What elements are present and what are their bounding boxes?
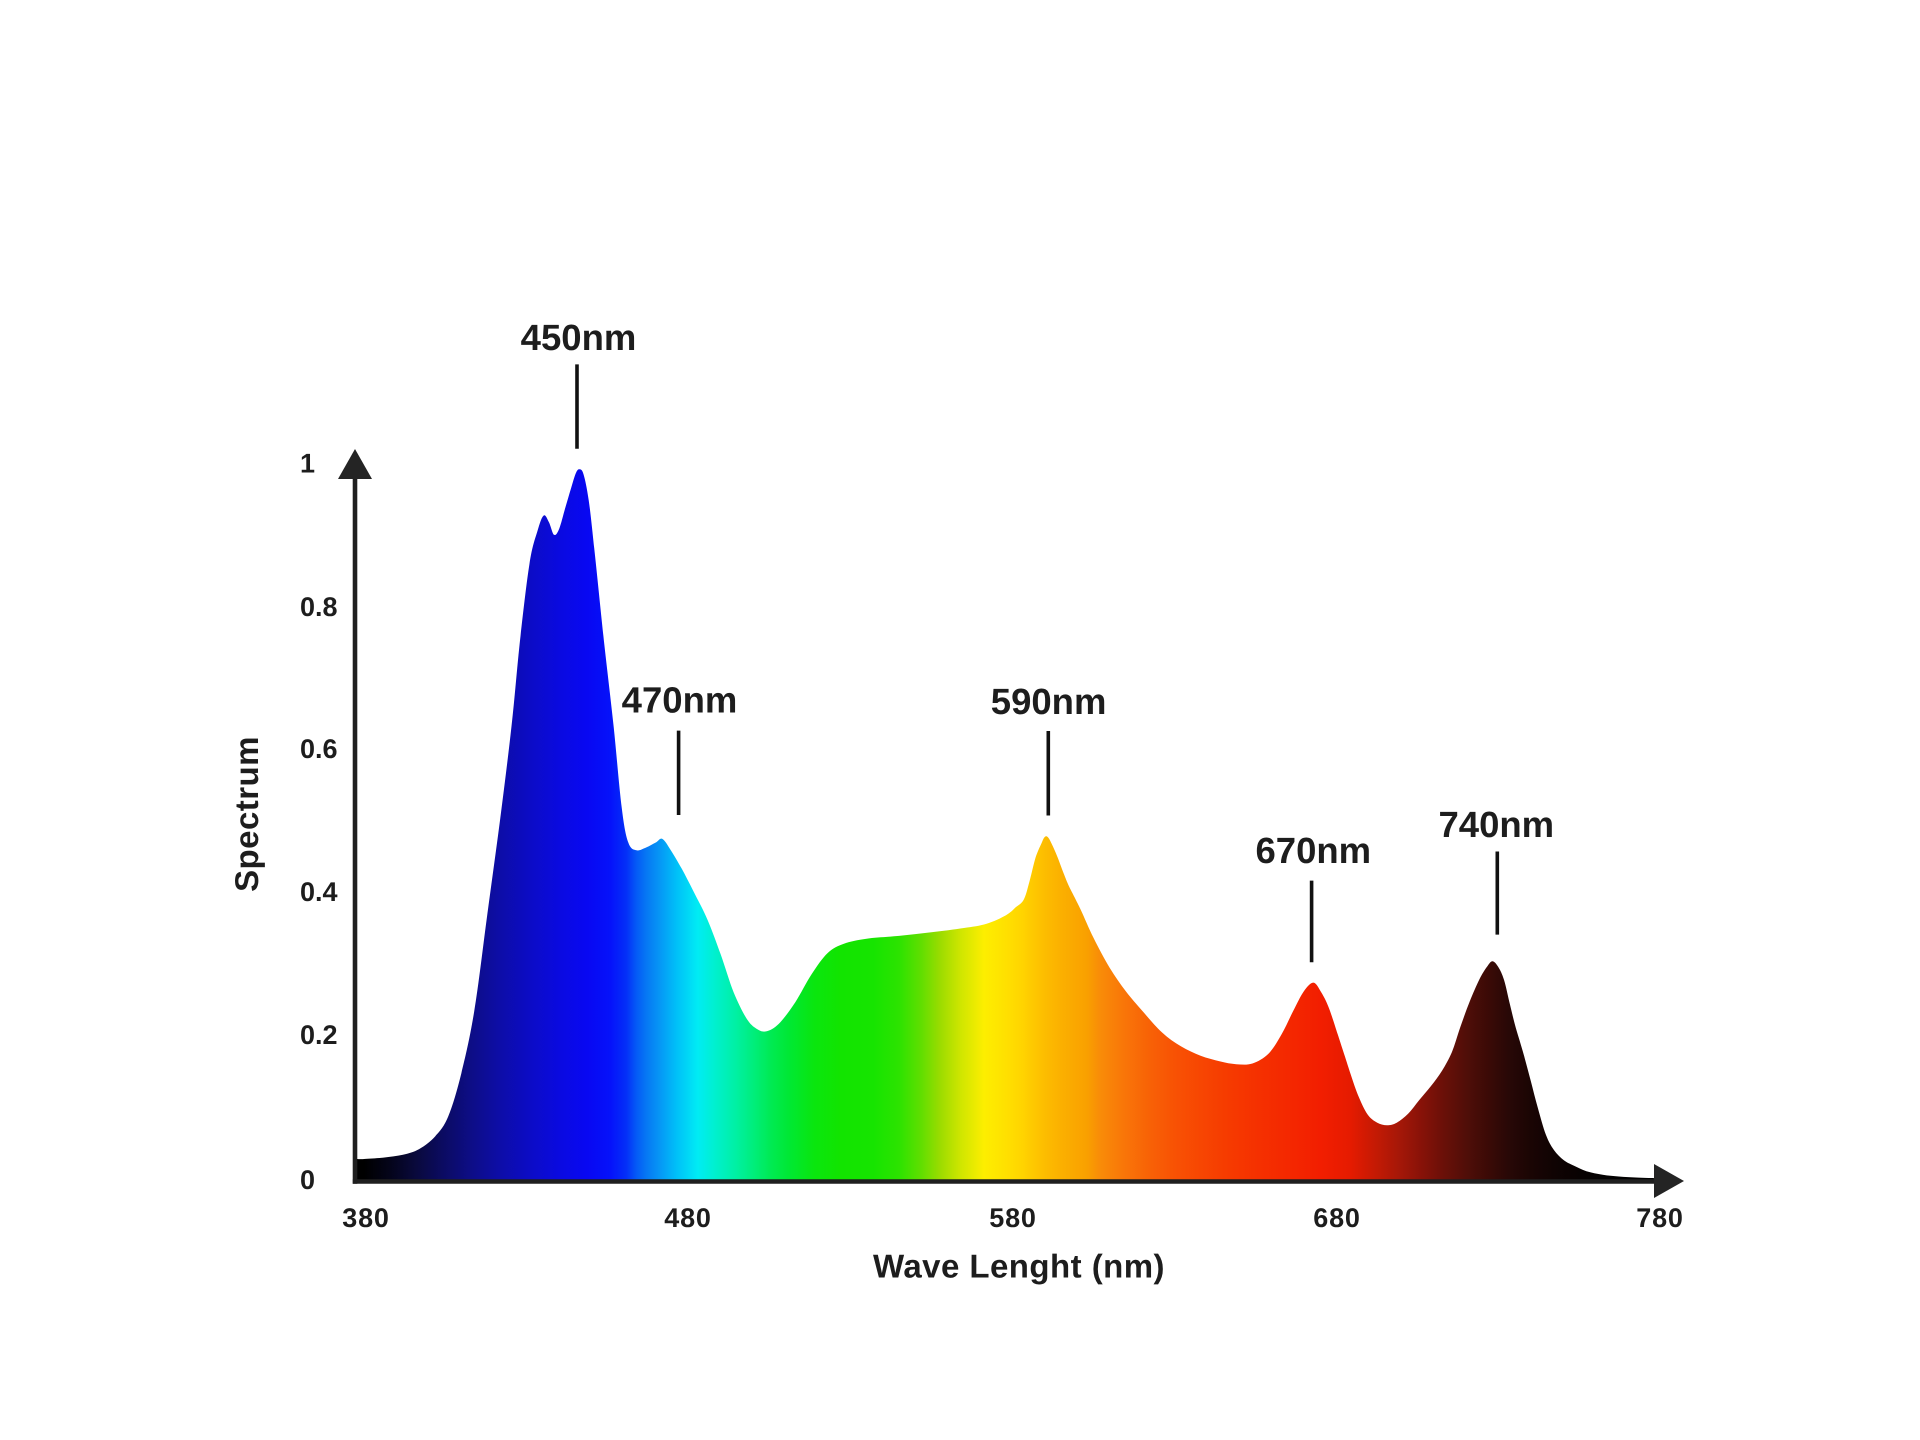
- svg-text:0.4: 0.4: [300, 877, 338, 907]
- svg-text:450nm: 450nm: [521, 317, 637, 358]
- svg-text:0.2: 0.2: [300, 1020, 338, 1050]
- svg-text:0.6: 0.6: [300, 734, 338, 764]
- svg-text:Spectrum: Spectrum: [228, 736, 265, 892]
- svg-text:470nm: 470nm: [622, 680, 738, 721]
- svg-text:740nm: 740nm: [1438, 804, 1554, 845]
- svg-text:780: 780: [1636, 1203, 1683, 1233]
- svg-text:670nm: 670nm: [1255, 830, 1371, 871]
- svg-text:0: 0: [300, 1165, 315, 1195]
- svg-text:580: 580: [989, 1203, 1036, 1233]
- svg-text:0.8: 0.8: [300, 592, 338, 622]
- svg-text:590nm: 590nm: [991, 681, 1107, 722]
- svg-text:480: 480: [664, 1203, 711, 1233]
- svg-text:380: 380: [342, 1203, 389, 1233]
- svg-text:Wave Lenght (nm): Wave Lenght (nm): [873, 1248, 1165, 1285]
- svg-text:1: 1: [300, 449, 315, 479]
- svg-text:680: 680: [1313, 1203, 1360, 1233]
